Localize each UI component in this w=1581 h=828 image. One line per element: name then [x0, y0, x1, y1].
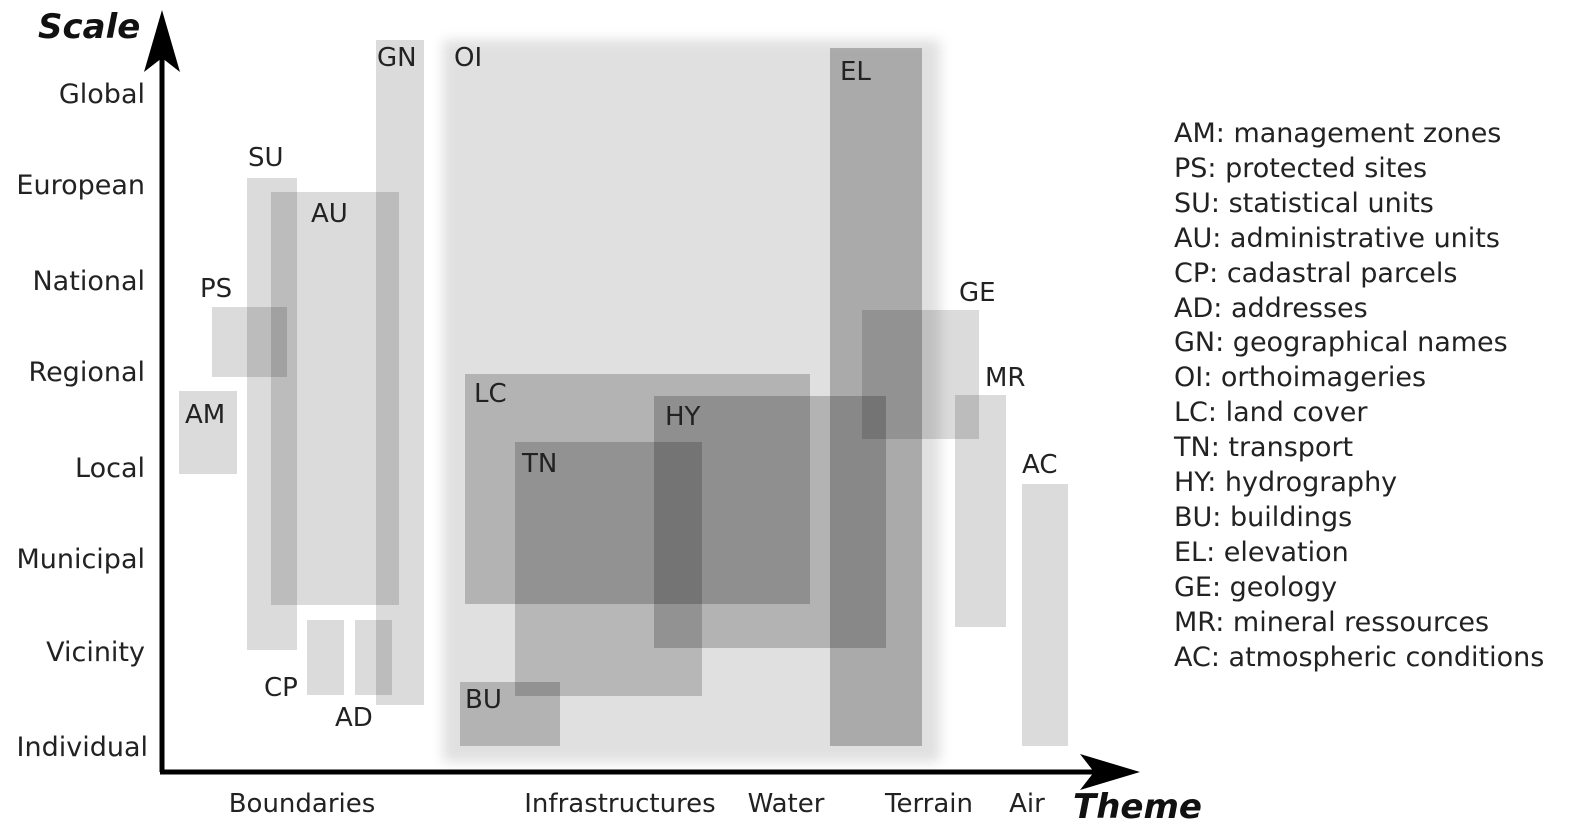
- theme-label: Boundaries: [229, 789, 376, 819]
- region-labels: OI GN SU AU PS AM CP AD LC TN HY BU EL G…: [185, 43, 1057, 733]
- region-code: GN: [377, 43, 417, 73]
- region-el: [830, 48, 922, 746]
- region-ps: [212, 307, 287, 377]
- legend-item: AU: administrative units: [1174, 222, 1500, 254]
- theme-label: Terrain: [884, 789, 973, 819]
- scale-label: Municipal: [16, 544, 145, 575]
- scale-label: National: [32, 266, 145, 297]
- region-au: [271, 192, 399, 605]
- legend-item: LC: land cover: [1174, 397, 1368, 429]
- region-code: CP: [264, 673, 298, 703]
- legend-item: BU: buildings: [1174, 501, 1353, 533]
- region-su: [247, 178, 297, 650]
- theme-regions: [179, 40, 1068, 762]
- scale-label: European: [16, 170, 145, 201]
- region-code: LC: [474, 379, 507, 409]
- y-axis-title: Scale: [38, 7, 140, 47]
- region-code: AD: [335, 703, 373, 733]
- scale-label: Regional: [29, 357, 145, 388]
- region-code: BU: [465, 685, 502, 715]
- legend-item: AD: addresses: [1174, 292, 1368, 324]
- region-code: EL: [840, 57, 871, 87]
- region-code: AC: [1022, 450, 1057, 480]
- legend-item: GE: geology: [1174, 571, 1338, 603]
- region-am: [179, 391, 237, 474]
- legend-item: MR: mineral ressources: [1174, 606, 1490, 638]
- legend-item: AC: atmospheric conditions: [1174, 641, 1545, 673]
- legend-item: EL: elevation: [1174, 536, 1349, 568]
- scale-label: Individual: [17, 732, 149, 763]
- theme-labels: Boundaries Infrastructures Water Terrain…: [229, 789, 1045, 819]
- region-ad: [355, 620, 392, 695]
- legend-item: AM: management zones: [1174, 118, 1502, 149]
- theme-label: Infrastructures: [524, 789, 715, 819]
- region-code: OI: [454, 43, 482, 73]
- region-cp: [307, 620, 344, 695]
- region-mr: [955, 395, 1006, 627]
- theme-label: Water: [748, 789, 825, 819]
- legend-item: TN: transport: [1174, 432, 1354, 464]
- legend-item: GN: geographical names: [1174, 327, 1508, 359]
- region-tn: [515, 442, 702, 696]
- x-axis-arrow-icon: [1080, 754, 1140, 790]
- x-axis-title: Theme: [1073, 787, 1202, 827]
- region-ge: [862, 310, 979, 439]
- scale-label: Vicinity: [46, 637, 145, 668]
- legend-item: OI: orthoimageries: [1174, 362, 1427, 394]
- y-axis-arrow-icon: [144, 10, 180, 72]
- region-code: SU: [248, 143, 284, 173]
- legend: AM: management zones PS: protected sites…: [1174, 117, 1544, 676]
- legend-item: CP: cadastral parcels: [1174, 257, 1458, 289]
- region-code: AU: [311, 199, 348, 229]
- region-code: AM: [185, 400, 225, 430]
- scale-labels: Global European National Regional Local …: [16, 79, 148, 763]
- theme-label: Air: [1009, 789, 1045, 819]
- region-code: TN: [521, 449, 557, 479]
- region-code: HY: [665, 402, 701, 432]
- scale-label: Local: [75, 453, 145, 484]
- region-bu: [460, 682, 560, 746]
- region-code: PS: [200, 274, 232, 304]
- scale-label: Global: [59, 79, 145, 110]
- legend-item: SU: statistical units: [1174, 187, 1434, 219]
- legend-item: PS: protected sites: [1174, 152, 1428, 184]
- region-hy: [654, 396, 886, 648]
- axes: [144, 10, 1140, 790]
- legend-item: HY: hydrography: [1174, 467, 1398, 499]
- region-code: GE: [959, 278, 996, 308]
- region-code: MR: [985, 363, 1026, 393]
- region-gn: [376, 40, 424, 705]
- region-ac: [1022, 484, 1068, 746]
- region-oi: [443, 40, 940, 762]
- region-lc: [465, 374, 810, 604]
